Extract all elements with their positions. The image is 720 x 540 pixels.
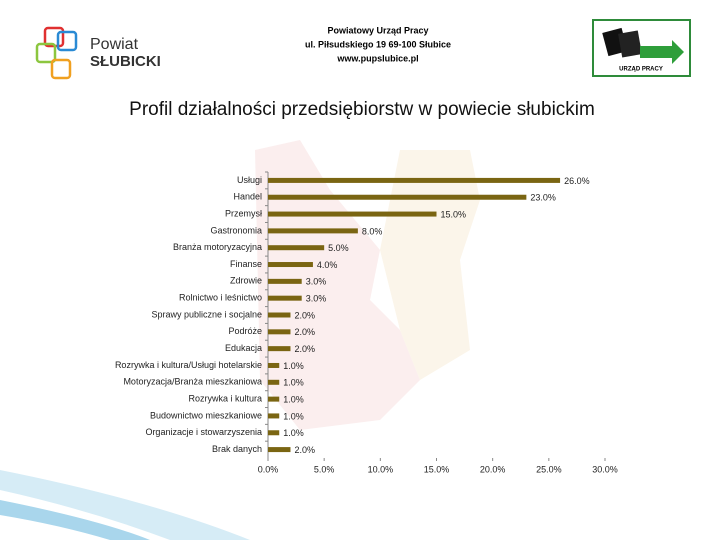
left-logo: Powiat SŁUBICKI [35,26,161,80]
value-label: 3.0% [306,277,327,287]
logo-text: Powiat [90,36,139,53]
chart-title: Profil działalności przedsiębiorstw w po… [129,99,595,120]
value-label: 5.0% [328,243,349,253]
decor-map [380,150,480,380]
logo-text: SŁUBICKI [90,53,161,70]
value-label: 26.0% [564,176,590,186]
bar [268,413,280,419]
y-tick-label: Rozrywka i kultura/Usługi hotelarskie [115,360,262,370]
bar [268,194,527,200]
bar [268,396,280,402]
bar [268,362,280,368]
y-tick-label: Edukacja [225,343,262,353]
bar [268,295,302,301]
bar [268,346,291,352]
bar [268,262,313,268]
value-label: 4.0% [317,260,338,270]
value-label: 15.0% [441,209,467,219]
value-label: 2.0% [294,327,315,337]
bar [268,379,280,385]
y-tick-label: Finanse [230,259,262,269]
address: ul. Piłsudskiego 19 69-100 Słubice [305,39,451,49]
y-tick-label: Sprawy publiczne i socjalne [151,309,262,319]
value-label: 3.0% [306,294,327,304]
bar [268,447,291,453]
bar [268,329,291,335]
y-tick-label: Zdrowie [230,276,262,286]
value-label: 1.0% [283,411,304,421]
x-tick-label: 10.0% [368,464,394,474]
office-name: Powiatowy Urząd Pracy [327,25,428,35]
y-tick-label: Rozrywka i kultura [188,393,262,403]
bar [268,177,561,183]
value-label: 8.0% [362,226,383,236]
y-tick-label: Gastronomia [210,225,262,235]
value-label: 2.0% [294,310,315,320]
value-label: 1.0% [283,394,304,404]
y-tick-label: Organizacje i stowarzyszenia [145,427,262,437]
value-label: 23.0% [530,193,556,203]
logo-text: URZĄD PRACY [619,67,663,73]
y-tick-label: Budownictwo mieszkaniowe [150,410,262,420]
value-label: 2.0% [294,445,315,455]
bar [268,245,325,251]
y-tick-label: Motoryzacja/Branża mieszkaniowa [123,377,262,387]
bar [268,430,280,436]
value-label: 1.0% [283,428,304,438]
y-tick-label: Rolnictwo i leśnictwo [179,293,262,303]
bar [268,278,302,284]
x-tick-label: 30.0% [592,464,618,474]
decor-swoosh [0,470,250,540]
y-tick-label: Handel [233,192,262,202]
x-tick-label: 25.0% [536,464,562,474]
bar [268,228,358,234]
value-label: 1.0% [283,378,304,388]
x-tick-label: 20.0% [480,464,506,474]
value-label: 1.0% [283,361,304,371]
y-tick-label: Podróże [228,326,262,336]
bar [268,211,437,217]
bar [268,312,291,318]
y-tick-label: Przemysł [225,208,262,218]
y-tick-label: Branża motoryzacyjna [173,242,262,252]
value-label: 2.0% [294,344,315,354]
decor-swoosh [0,500,150,540]
website: www.pupslubice.pl [336,53,418,63]
x-tick-label: 15.0% [424,464,450,474]
y-tick-label: Usługi [237,175,262,185]
y-tick-label: Brak danych [212,444,262,454]
x-tick-label: 5.0% [314,464,335,474]
right-logo: URZĄD PRACY [592,19,691,77]
x-tick-label: 0.0% [258,464,279,474]
